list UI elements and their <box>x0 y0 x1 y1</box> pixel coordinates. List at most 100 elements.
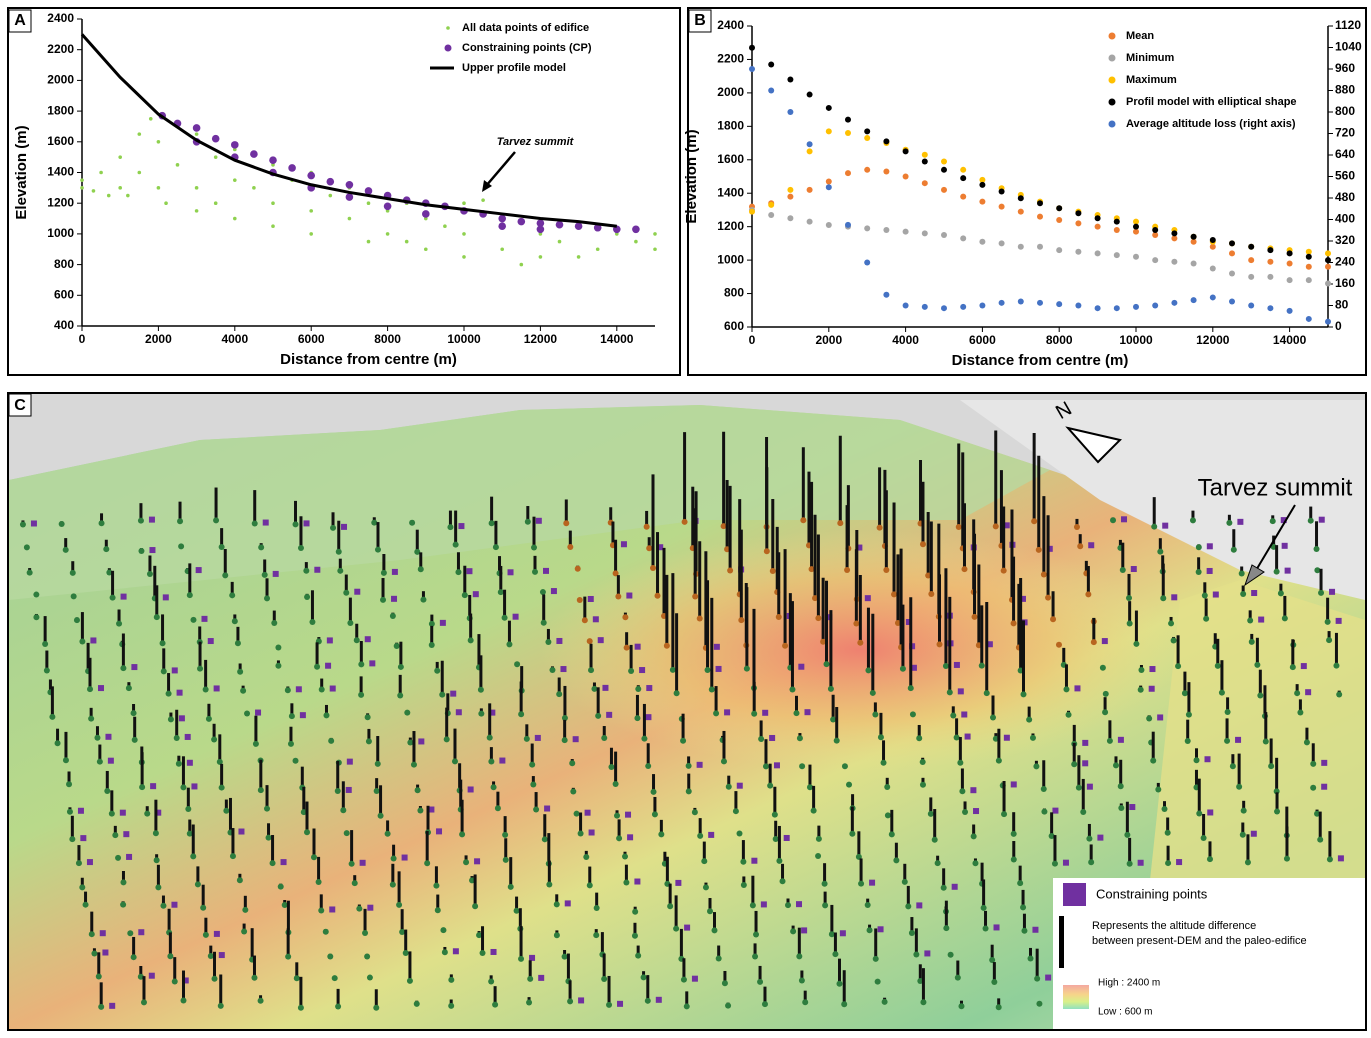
cp-marker <box>98 685 105 692</box>
pole-dot <box>1326 856 1333 863</box>
pole-dot <box>91 950 98 957</box>
pole-dot <box>1310 784 1317 791</box>
cp-marker <box>543 567 550 574</box>
cp-marker <box>490 948 497 955</box>
y2-tick-label: 640 <box>1335 147 1355 161</box>
point <box>845 221 851 228</box>
cp-marker <box>119 809 126 816</box>
point <box>806 141 813 148</box>
pole-dot <box>771 811 778 818</box>
pole-dot <box>673 690 680 697</box>
pole-dot <box>645 763 652 770</box>
cp-marker <box>724 709 731 716</box>
cp-marker <box>856 544 863 551</box>
cp-marker <box>1206 567 1213 574</box>
pole-dot <box>877 734 884 741</box>
pole-dot <box>1045 594 1052 601</box>
pole-dot <box>982 925 989 932</box>
cp-marker <box>620 541 627 548</box>
pole-dot <box>740 882 747 889</box>
point <box>960 175 967 182</box>
cp-marker <box>102 949 109 956</box>
point <box>250 150 258 158</box>
point <box>137 170 142 175</box>
point <box>288 164 296 172</box>
cp-marker <box>986 641 993 648</box>
north-arrow <box>1065 426 1122 464</box>
panel-label-box <box>8 9 32 33</box>
pole-dot <box>165 690 172 697</box>
point <box>593 223 602 232</box>
legend-text: between present-DEM and the paleo-edific… <box>1092 935 1307 947</box>
cp-marker <box>625 811 632 818</box>
pole-dot <box>530 781 537 788</box>
point <box>825 128 832 135</box>
pole-dot <box>692 593 699 600</box>
pole-dot <box>732 808 739 815</box>
cp-marker <box>77 807 84 814</box>
pole-dot <box>540 619 547 626</box>
pole-dot <box>463 859 470 866</box>
pole-dot <box>995 757 1002 764</box>
pole-dot <box>43 667 50 674</box>
pole-dot <box>490 784 497 791</box>
pole-dot <box>623 879 630 886</box>
legend-ramp <box>1063 985 1089 1009</box>
point <box>768 87 775 94</box>
point <box>462 201 466 205</box>
ridge <box>9 405 1050 600</box>
pole-dot <box>743 665 750 672</box>
point <box>271 201 275 205</box>
cp-marker <box>450 690 457 697</box>
pole-dot <box>1224 709 1231 716</box>
y2-tick-label: 80 <box>1335 298 1349 312</box>
cp-marker <box>176 689 183 696</box>
point <box>902 148 909 155</box>
pole-dot <box>380 596 387 603</box>
pole-dot <box>104 787 111 794</box>
pole-dot <box>109 594 116 601</box>
pole-dot <box>373 788 380 795</box>
pole-dot <box>1201 592 1208 599</box>
legend-label: Average altitude loss (right axis) <box>1126 118 1296 130</box>
panel-a-frame <box>7 7 681 376</box>
pole-dot <box>920 999 927 1006</box>
pole-dot <box>883 567 890 574</box>
point <box>1094 215 1101 222</box>
x-tick-label: 4000 <box>221 332 248 346</box>
point <box>424 247 428 252</box>
point <box>941 305 947 312</box>
x-tick-label: 12000 <box>1196 333 1230 347</box>
pole-dot <box>1226 519 1233 526</box>
pole-dot <box>488 520 495 527</box>
pole-dot <box>155 884 162 891</box>
pole-dot <box>1239 831 1246 838</box>
pole-dot <box>404 709 411 716</box>
point <box>233 178 237 182</box>
y2-tick-label: 960 <box>1335 61 1355 75</box>
point <box>998 240 1005 247</box>
pole-dot <box>478 710 485 717</box>
point <box>194 132 199 136</box>
pole-dot <box>1126 860 1133 867</box>
point <box>148 116 153 121</box>
pole-dot <box>241 928 248 935</box>
cp-marker <box>715 665 722 672</box>
point <box>768 201 775 208</box>
point <box>462 232 466 236</box>
pole-dot <box>439 691 446 698</box>
pole-dot <box>1336 691 1343 698</box>
pole-dot <box>364 953 371 960</box>
point <box>443 224 447 229</box>
pole-dot <box>178 543 185 550</box>
pole-dot <box>275 662 282 669</box>
legend-text: Constraining points <box>1096 886 1208 901</box>
pole-dot <box>874 978 881 985</box>
pole-dot <box>1254 661 1261 668</box>
cp-marker <box>713 643 720 650</box>
pole-dot <box>1297 709 1304 716</box>
pole-dot <box>335 1003 342 1010</box>
cp-marker <box>499 757 506 764</box>
pole-dot <box>658 831 665 838</box>
pole-dot <box>725 783 732 790</box>
